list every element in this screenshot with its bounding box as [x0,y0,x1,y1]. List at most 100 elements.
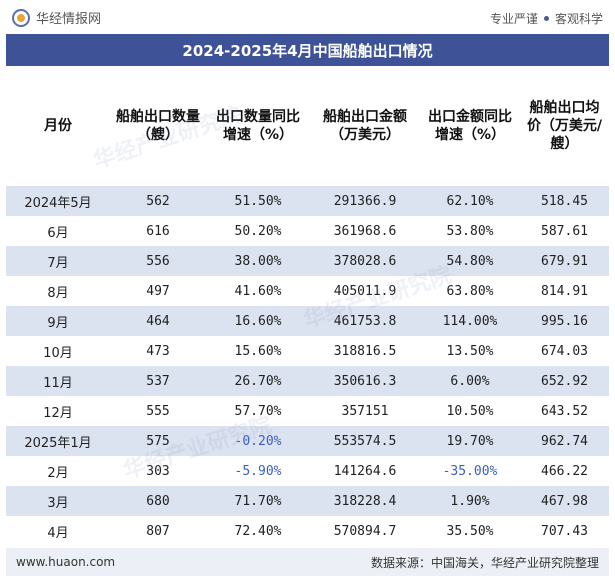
cell-qty-yoy: 38.00% [206,246,310,276]
brand-logo-icon [12,8,30,27]
cell-qty-yoy: 16.60% [206,306,310,336]
cell-price: 995.16 [520,306,609,336]
table-container: 月份 船舶出口数量（艘） 出口数量同比增速（%） 船舶出口金额（万美元） 出口金… [6,66,609,546]
table-row: 2025年1月 575 -0.20% 553574.5 19.70% 962.74 [6,426,609,456]
cell-qty-yoy: 41.60% [206,276,310,306]
cell-qty: 464 [110,306,206,336]
page-title: 2024-2025年4月中国船舶出口情况 [182,41,433,60]
cell-amount-yoy: 35.50% [420,516,520,546]
cell-qty: 473 [110,336,206,366]
cell-price: 466.22 [520,456,609,486]
cell-price: 518.45 [520,186,609,216]
column-header-amount: 船舶出口金额（万美元） [323,109,407,143]
cell-amount: 318228.4 [310,486,420,516]
cell-amount-yoy: 63.80% [420,276,520,306]
cell-qty-yoy: 72.40% [206,516,310,546]
cell-qty: 555 [110,396,206,426]
cell-amount: 378028.6 [310,246,420,276]
data-table: 月份 船舶出口数量（艘） 出口数量同比增速（%） 船舶出口金额（万美元） 出口金… [6,66,609,546]
table-header-row: 月份 船舶出口数量（艘） 出口数量同比增速（%） 船舶出口金额（万美元） 出口金… [6,66,609,186]
cell-price: 814.91 [520,276,609,306]
cell-qty: 497 [110,276,206,306]
cell-amount: 357151 [310,396,420,426]
cell-qty: 562 [110,186,206,216]
cell-amount-yoy: 1.90% [420,486,520,516]
dot-icon [543,16,549,21]
table-row: 4月 807 72.40% 570894.7 35.50% 707.43 [6,516,609,546]
cell-month: 10月 [6,336,110,366]
column-header-qty: 船舶出口数量（艘） [116,109,200,143]
cell-amount: 461753.8 [310,306,420,336]
cell-qty-yoy: 26.70% [206,366,310,396]
footer-site-link[interactable]: www.huaon.com [16,555,116,569]
cell-qty: 537 [110,366,206,396]
footer: www.huaon.com 数据来源：中国海关，华经产业研究院整理 [6,548,609,576]
cell-amount: 361968.6 [310,216,420,246]
brand[interactable]: 华经情报网 [12,8,101,27]
table-row: 12月 555 57.70% 357151 10.50% 643.52 [6,396,609,426]
table-row: 8月 497 41.60% 405011.9 63.80% 814.91 [6,276,609,306]
cell-price: 962.74 [520,426,609,456]
cell-amount-yoy: 6.00% [420,366,520,396]
cell-month: 11月 [6,366,110,396]
cell-amount: 291366.9 [310,186,420,216]
table-row: 6月 616 50.20% 361968.6 53.80% 587.61 [6,216,609,246]
cell-month: 2月 [6,456,110,486]
cell-month: 2025年1月 [6,426,110,456]
cell-price: 643.52 [520,396,609,426]
cell-amount-yoy: 10.50% [420,396,520,426]
cell-month: 4月 [6,516,110,546]
cell-amount-yoy: 53.80% [420,216,520,246]
cell-qty: 575 [110,426,206,456]
cell-qty: 616 [110,216,206,246]
table-row: 10月 473 15.60% 318816.5 13.50% 674.03 [6,336,609,366]
footer-source: 数据来源：中国海关，华经产业研究院整理 [370,555,599,570]
cell-qty-yoy: 51.50% [206,186,310,216]
cell-amount-yoy: 114.00% [420,306,520,336]
table-row: 9月 464 16.60% 461753.8 114.00% 995.16 [6,306,609,336]
table-row: 11月 537 26.70% 350616.3 6.00% 652.92 [6,366,609,396]
cell-amount: 553574.5 [310,426,420,456]
column-header-amount-yoy: 出口金额同比增速（%） [428,109,512,143]
cell-month: 2024年5月 [6,186,110,216]
cell-month: 7月 [6,246,110,276]
column-header-price: 船舶出口均价（万美元/艘） [526,100,603,152]
cell-price: 652.92 [520,366,609,396]
table-body: 2024年5月 562 51.50% 291366.9 62.10% 518.45 6月 61… [6,186,609,546]
cell-qty-yoy: -5.90% [206,456,310,486]
slogan-right: 客观科学 [554,12,603,26]
cell-qty-yoy: -0.20% [206,426,310,456]
column-header-month: 月份 [44,118,72,134]
cell-qty-yoy: 57.70% [206,396,310,426]
cell-amount: 350616.3 [310,366,420,396]
cell-qty-yoy: 50.20% [206,216,310,246]
cell-amount-yoy: 62.10% [420,186,520,216]
cell-amount: 318816.5 [310,336,420,366]
table-row: 2月 303 -5.90% 141264.6 -35.00% 466.22 [6,456,609,486]
table-row: 3月 680 71.70% 318228.4 1.90% 467.98 [6,486,609,516]
cell-month: 12月 [6,396,110,426]
title-bar: 2024-2025年4月中国船舶出口情况 [6,34,609,66]
cell-amount: 141264.6 [310,456,420,486]
cell-amount: 570894.7 [310,516,420,546]
cell-month: 8月 [6,276,110,306]
cell-amount-yoy: -35.00% [420,456,520,486]
cell-price: 674.03 [520,336,609,366]
cell-price: 467.98 [520,486,609,516]
top-bar: 华经情报网 专业严谨 客观科学 [0,0,615,36]
cell-qty-yoy: 15.60% [206,336,310,366]
cell-qty: 807 [110,516,206,546]
cell-price: 707.43 [520,516,609,546]
cell-amount: 405011.9 [310,276,420,306]
slogan-left: 专业严谨 [489,12,538,26]
cell-month: 9月 [6,306,110,336]
cell-amount-yoy: 13.50% [420,336,520,366]
cell-month: 3月 [6,486,110,516]
cell-amount-yoy: 54.80% [420,246,520,276]
table-row: 2024年5月 562 51.50% 291366.9 62.10% 518.45 [6,186,609,216]
cell-month: 6月 [6,216,110,246]
cell-price: 679.91 [520,246,609,276]
cell-amount-yoy: 19.70% [420,426,520,456]
cell-qty: 303 [110,456,206,486]
cell-qty-yoy: 71.70% [206,486,310,516]
